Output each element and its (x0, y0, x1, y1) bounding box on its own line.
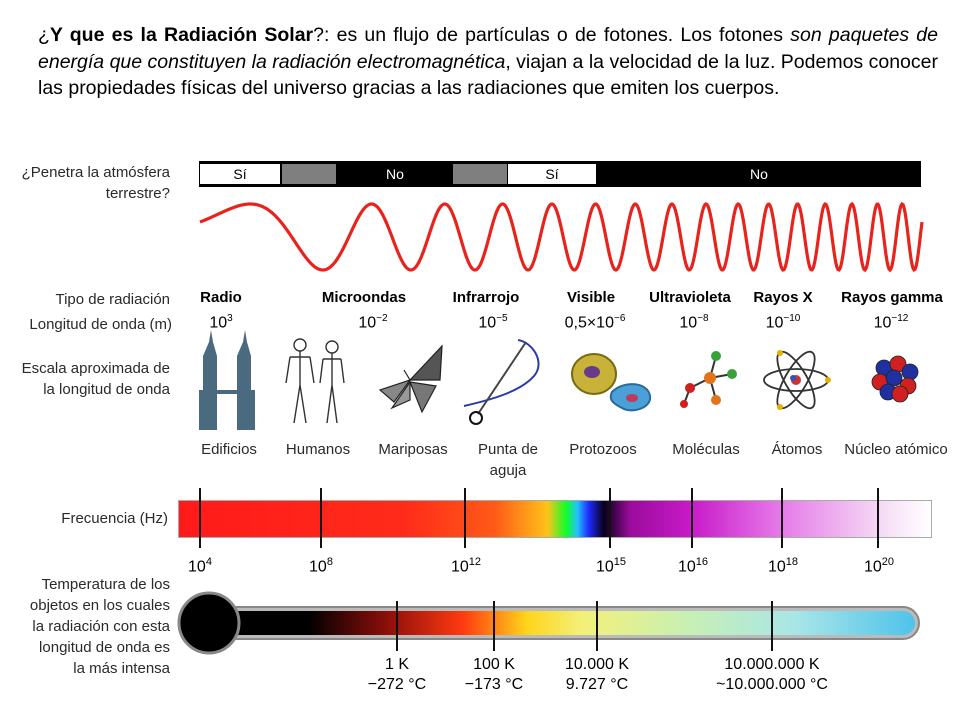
wavelength-microondas: 10−2 (358, 313, 388, 332)
freq-label-7: 1020 (863, 556, 895, 576)
freq-tick-7 (877, 488, 879, 548)
temp-label-1: 1 K −272 °C (327, 655, 467, 695)
intro-rest: , viajan a la velocidad de la luz. Podem… (38, 50, 938, 100)
wave-line (199, 201, 924, 273)
buildings-icon (199, 330, 255, 430)
atmosphere-yes-1: Sí (200, 164, 280, 184)
freq-label-3: 1012 (450, 556, 482, 576)
temp-label-2: 100 K −173 °C (424, 655, 564, 695)
scale-punta-line2: aguja (489, 462, 527, 479)
temperature-label-line4: longitud de onda es (39, 639, 170, 656)
wavelength-rayos-x: 10−10 (765, 313, 801, 332)
freq-label-6: 1018 (767, 556, 799, 576)
wavelength-visible: 0,5×10−6 (564, 313, 626, 332)
atmosphere-no-2: No (750, 166, 768, 182)
freq-tick-4 (609, 488, 611, 548)
temp-celsius-4: ~10.000.000 °C (716, 676, 828, 693)
temperature-label-line1: Temperatura de los (41, 576, 170, 593)
freq-label-1: 104 (188, 556, 212, 576)
atmosphere-partial-1 (282, 164, 336, 184)
atmosphere-no-1: No (386, 166, 404, 182)
freq-tick-5 (691, 488, 693, 548)
type-rayos-x: Rayos X (753, 289, 813, 306)
intro-question-bold: Y que es la Radiación Solar (49, 24, 314, 46)
atmosphere-bar: Sí No Sí No (199, 161, 921, 187)
freq-tick-1 (199, 488, 201, 548)
wavelength-rayos-gamma: 10−12 (873, 313, 909, 332)
butterfly-icon (378, 344, 443, 414)
scale-nucleo-atomico: Núcleo atómico (844, 441, 948, 458)
temperature-label-line5: la más intensa (73, 660, 170, 677)
type-ultravioleta: Ultravioleta (649, 289, 731, 306)
wavelength-ultravioleta: 10−8 (679, 313, 709, 332)
freq-tick-6 (781, 488, 783, 548)
wavelength-label: Longitud de onda (m) (29, 316, 172, 333)
molecule-icon (680, 351, 737, 408)
frequency-spectrum-bar (178, 500, 932, 538)
wavelength-infrarrojo: 10−5 (478, 313, 508, 332)
scale-protozoos: Protozoos (569, 441, 637, 458)
scale-punta-line1: Punta de (477, 441, 539, 458)
temp-label-3: 10.000 K 9.727 °C (527, 655, 667, 695)
temp-kelvin-2: 100 K (473, 656, 515, 673)
thermometer-bulb (177, 591, 241, 655)
wave-graphic (199, 201, 924, 273)
thermometer-fill (209, 611, 915, 635)
freq-tick-2 (320, 488, 322, 548)
needle-icon (463, 339, 540, 425)
type-rayos-gamma: Rayos gamma (841, 289, 943, 306)
freq-label-5: 1016 (677, 556, 709, 576)
protozoa-icon (571, 353, 652, 412)
temperature-label-line3: la radiación con esta (32, 618, 170, 635)
atmosphere-partial-2 (453, 164, 507, 184)
scale-edificios: Edificios (201, 441, 257, 458)
humans-icon (285, 338, 345, 424)
scale-label-line1: Escala aproximada de (21, 360, 170, 377)
frequency-label: Frecuencia (Hz) (61, 510, 168, 527)
freq-tick-3 (464, 488, 466, 548)
scale-label-line2: la longitud de onda (43, 381, 170, 398)
temp-kelvin-3: 10.000 K (564, 656, 630, 673)
scale-mariposas: Mariposas (378, 441, 448, 458)
thermometer-graphic (177, 591, 920, 655)
scale-label: Escala aproximada de la longitud de onda (0, 358, 170, 400)
type-infrarrojo: Infrarrojo (452, 289, 520, 306)
intro-paragraph: ¿Y que es la Radiación Solar?: es un flu… (38, 22, 938, 102)
scale-punta-de-aguja: Punta de aguja (438, 439, 578, 481)
temp-kelvin-1: 1 K (384, 656, 409, 673)
intro-question-close: ?: es un flujo de partículas o de fotone… (313, 24, 791, 46)
scale-moleculas: Moléculas (672, 441, 740, 458)
atmosphere-yes-2: Sí (508, 164, 596, 184)
freq-label-4: 1015 (595, 556, 627, 576)
atmosphere-label-line1: ¿Penetra la atmósfera (21, 164, 170, 181)
intro-question-open: ¿ (38, 24, 50, 46)
intro-italic: son paquetes de energía que constituyen … (38, 24, 938, 73)
temperature-label: Temperatura de los objetos en los cuales… (0, 574, 170, 679)
scale-atomos: Átomos (771, 441, 823, 458)
type-microondas: Microondas (321, 289, 407, 306)
temp-label-4: 10.000.000 K ~10.000.000 °C (702, 655, 842, 695)
scale-humanos: Humanos (285, 441, 351, 458)
atmosphere-label-line2: terrestre? (105, 185, 170, 202)
nucleus-icon (871, 355, 919, 403)
atom-icon (763, 350, 831, 410)
temp-celsius-1: −272 °C (367, 676, 427, 693)
temp-celsius-2: −173 °C (464, 676, 524, 693)
wavelength-radio: 103 (209, 313, 233, 332)
freq-label-2: 108 (309, 556, 333, 576)
temperature-label-line2: objetos en los cuales (29, 597, 170, 614)
temp-kelvin-4: 10.000.000 K (724, 656, 820, 673)
type-radio: Radio (200, 289, 242, 306)
type-visible: Visible (566, 289, 616, 306)
atmosphere-label: ¿Penetra la atmósfera terrestre? (0, 162, 170, 204)
type-label: Tipo de radiación (55, 291, 170, 308)
temp-celsius-3: 9.727 °C (565, 676, 629, 693)
